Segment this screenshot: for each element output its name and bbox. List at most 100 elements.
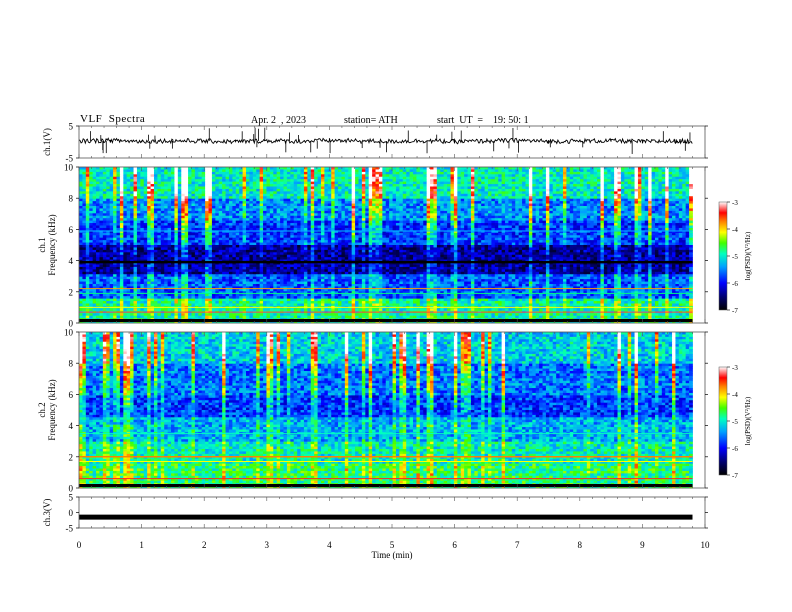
spectrogram-cell: [399, 206, 403, 209]
spectrogram-cell: [505, 221, 509, 224]
spectrogram-cell: [481, 189, 485, 192]
spectrogram-cell: [399, 228, 403, 231]
spectrogram-cell: [546, 211, 550, 214]
spectrogram-cell: [324, 199, 328, 202]
spectrogram-cell: [140, 191, 144, 194]
spectrogram-cell: [485, 216, 489, 219]
spectrogram-cell: [624, 182, 628, 185]
spectrogram-cell: [652, 213, 656, 216]
spectrogram-cell: [624, 187, 628, 190]
spectrogram-cell: [140, 177, 144, 180]
spectrogram-cell: [318, 233, 322, 236]
spectrogram-cell: [355, 189, 359, 192]
spectrogram-cell: [478, 194, 482, 197]
spectrogram-cell: [389, 226, 393, 229]
spectrogram-cell: [130, 196, 134, 199]
spectrogram-cell: [215, 182, 219, 185]
spectrogram-cell: [365, 228, 369, 231]
spectrogram-cell: [631, 177, 635, 180]
spectrogram-cell: [376, 206, 380, 209]
spectrogram-cell: [140, 189, 144, 192]
spectrogram-cell: [396, 167, 400, 170]
spectrogram-cell: [369, 204, 373, 207]
spectrogram-cell: [393, 196, 397, 199]
spectrogram-cell: [321, 169, 325, 172]
spectrogram-cell: [338, 206, 342, 209]
spectrogram-cell: [488, 208, 492, 211]
spectrogram-cell: [430, 221, 434, 224]
spectrogram-cell: [675, 187, 679, 190]
spectrogram-cell: [635, 177, 639, 180]
spectrogram-cell: [120, 182, 124, 185]
spectrogram-cell: [471, 213, 475, 216]
spectrogram-cell: [416, 184, 420, 187]
spectrogram-cell: [209, 174, 213, 177]
spectrogram-cell: [519, 179, 523, 182]
spectrogram-cell: [519, 199, 523, 202]
spectrogram-cell: [573, 189, 577, 192]
spectrogram-cell: [273, 208, 277, 211]
spectrogram-cell: [618, 184, 622, 187]
spectrogram-cell: [140, 179, 144, 182]
spectrogram-cell: [519, 182, 523, 185]
spectrogram-cell: [137, 194, 141, 197]
spectrogram-cell: [539, 199, 543, 202]
spectrogram-cell: [283, 228, 287, 231]
spectrogram-cell: [260, 223, 264, 226]
spectrogram-cell: [590, 169, 594, 172]
spectrogram-cell: [665, 216, 669, 219]
spectrogram-cell: [256, 204, 260, 207]
spectrogram-cell: [222, 223, 226, 226]
spectrogram-cell: [219, 196, 223, 199]
spectrogram-cell: [624, 213, 628, 216]
spectrogram-cell: [645, 226, 649, 229]
spectrogram-cell: [256, 226, 260, 229]
spectrogram-cell: [556, 223, 560, 226]
spectrogram-cell: [669, 206, 673, 209]
spectrogram-cell: [437, 206, 441, 209]
spectrogram-cell: [447, 179, 451, 182]
spectrogram-cell: [682, 228, 686, 231]
spectrogram-cell: [600, 194, 604, 197]
spectrogram-cell: [679, 213, 683, 216]
spectrogram-cell: [304, 216, 308, 219]
spectrogram-cell: [249, 172, 253, 175]
spectrogram-cell: [454, 179, 458, 182]
spectrogram-cell: [430, 194, 434, 197]
spectrogram-cell: [314, 204, 318, 207]
spectrogram-cell: [318, 191, 322, 194]
spectrogram-cell: [239, 182, 243, 185]
spectrogram-cell: [536, 213, 540, 216]
spectrogram-cell: [669, 191, 673, 194]
spectrogram-cell: [433, 223, 437, 226]
spectrogram-cell: [369, 187, 373, 190]
spectrogram-cell: [573, 172, 577, 175]
spectrogram-cell: [529, 204, 533, 207]
spectrogram-cell: [205, 211, 209, 214]
spectrogram-cell: [345, 213, 349, 216]
spectrogram-cell: [396, 208, 400, 211]
spectrogram-cell: [232, 177, 236, 180]
spectrogram-cell: [222, 184, 226, 187]
spectrogram-cell: [539, 218, 543, 221]
spectrogram-cell: [468, 182, 472, 185]
spectrogram-cell: [144, 218, 148, 221]
spectrogram-cell: [243, 233, 247, 236]
spectrogram-cell: [222, 196, 226, 199]
spectrogram-cell: [607, 194, 611, 197]
spectrogram-cell: [307, 177, 311, 180]
spectrogram-cell: [314, 221, 318, 224]
spectrogram-cell: [498, 187, 502, 190]
spectrogram-cell: [621, 213, 625, 216]
spectrogram-cell: [253, 174, 257, 177]
spectrogram-cell: [447, 201, 451, 204]
spectrogram-cell: [389, 213, 393, 216]
spectrogram-cell: [301, 201, 305, 204]
spectrogram-cell: [427, 194, 431, 197]
spectrogram-cell: [123, 182, 127, 185]
spectrogram-cell: [675, 221, 679, 224]
spectrogram-cell: [597, 204, 601, 207]
spectrogram-cell: [403, 223, 407, 226]
spectrogram-cell: [563, 218, 567, 221]
spectrogram-cell: [335, 167, 339, 170]
